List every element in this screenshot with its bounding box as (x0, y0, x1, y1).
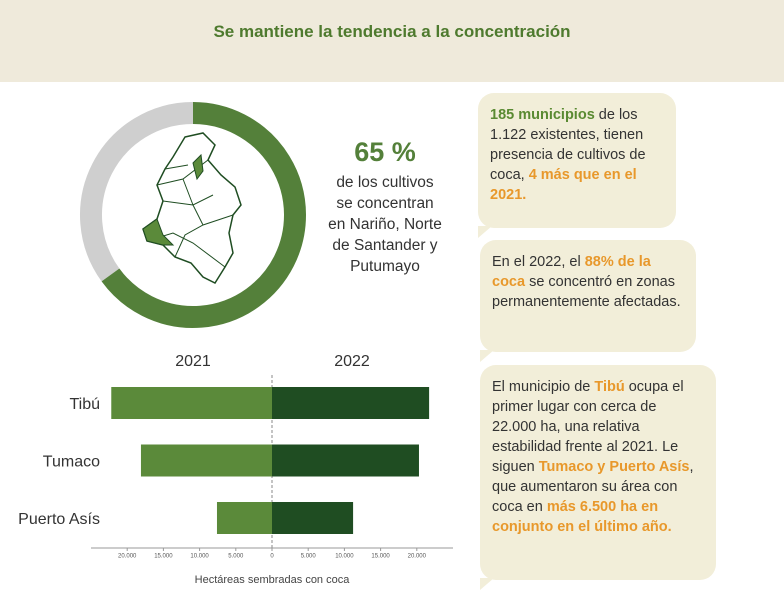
x-tick-label: 15.000 (154, 554, 173, 560)
caption-line: Putumayo (350, 258, 420, 275)
callout-text: se concentró en zonas permanentemente af… (492, 274, 681, 310)
category-label: Tibú (69, 396, 100, 413)
category-label: Tumaco (43, 454, 100, 471)
callout-text: 4 más que en el 2021. (490, 167, 637, 203)
donut-value-label: 65 % (354, 137, 416, 167)
header: Se mantiene la tendencia a la concentrac… (0, 0, 784, 82)
bar (272, 502, 354, 534)
bar (140, 444, 272, 477)
caption-line: se concentran (336, 195, 434, 212)
callout: En el 2022, el 88% de la coca se concent… (480, 240, 696, 362)
x-axis-label: Hectáreas sembradas con coca (195, 574, 351, 586)
bar (272, 387, 430, 419)
x-tick-label: 20.000 (118, 554, 137, 560)
series-header: 2022 (334, 353, 370, 370)
callout-text: 185 municipios (490, 107, 595, 123)
callout-text: de los 1.122 existentes, tienen presenci… (490, 107, 646, 183)
callout-text: Tibú (594, 379, 625, 395)
callout: 185 municipios de los 1.122 existentes, … (478, 93, 676, 238)
bar (272, 444, 419, 477)
callout-text: Tumaco y Puerto Asís (538, 459, 690, 475)
callout-text: más 6.500 ha en conjunto en el último añ… (492, 499, 672, 535)
bar (216, 502, 272, 534)
x-tick-label: 5.000 (301, 554, 317, 560)
map (142, 132, 242, 284)
donut-segment (80, 102, 194, 282)
x-tick-label: 0 (270, 554, 274, 560)
x-tick-label: 10.000 (190, 554, 209, 560)
caption-line: de los cultivos (336, 174, 434, 191)
donut-segment (101, 102, 306, 328)
callout-text: ocupa el primer lugar con cerca de 22.00… (492, 379, 684, 475)
x-tick-label: 5.000 (228, 554, 244, 560)
category-label: Puerto Asís (18, 511, 100, 528)
x-tick-label: 15.000 (371, 554, 390, 560)
x-tick-label: 20.000 (408, 554, 427, 560)
callout-text: 88% de la coca (492, 254, 651, 290)
caption-line: en Nariño, Norte (328, 216, 442, 233)
callout: El municipio de Tibú ocupa el primer lug… (480, 365, 716, 590)
series-header: 2021 (175, 353, 211, 370)
x-tick-label: 10.000 (335, 554, 354, 560)
header-title: Se mantiene la tendencia a la concentrac… (213, 22, 571, 41)
callout-text: En el 2022, el (492, 254, 585, 270)
donut-caption: 65 % de los cultivos se concentran en Nari… (315, 132, 455, 277)
callout-text: El municipio de (492, 379, 595, 395)
bar (111, 387, 272, 419)
caption-line: de Santander y (332, 237, 438, 254)
callout-text: , que aumentaron su área con coca en (492, 459, 694, 515)
